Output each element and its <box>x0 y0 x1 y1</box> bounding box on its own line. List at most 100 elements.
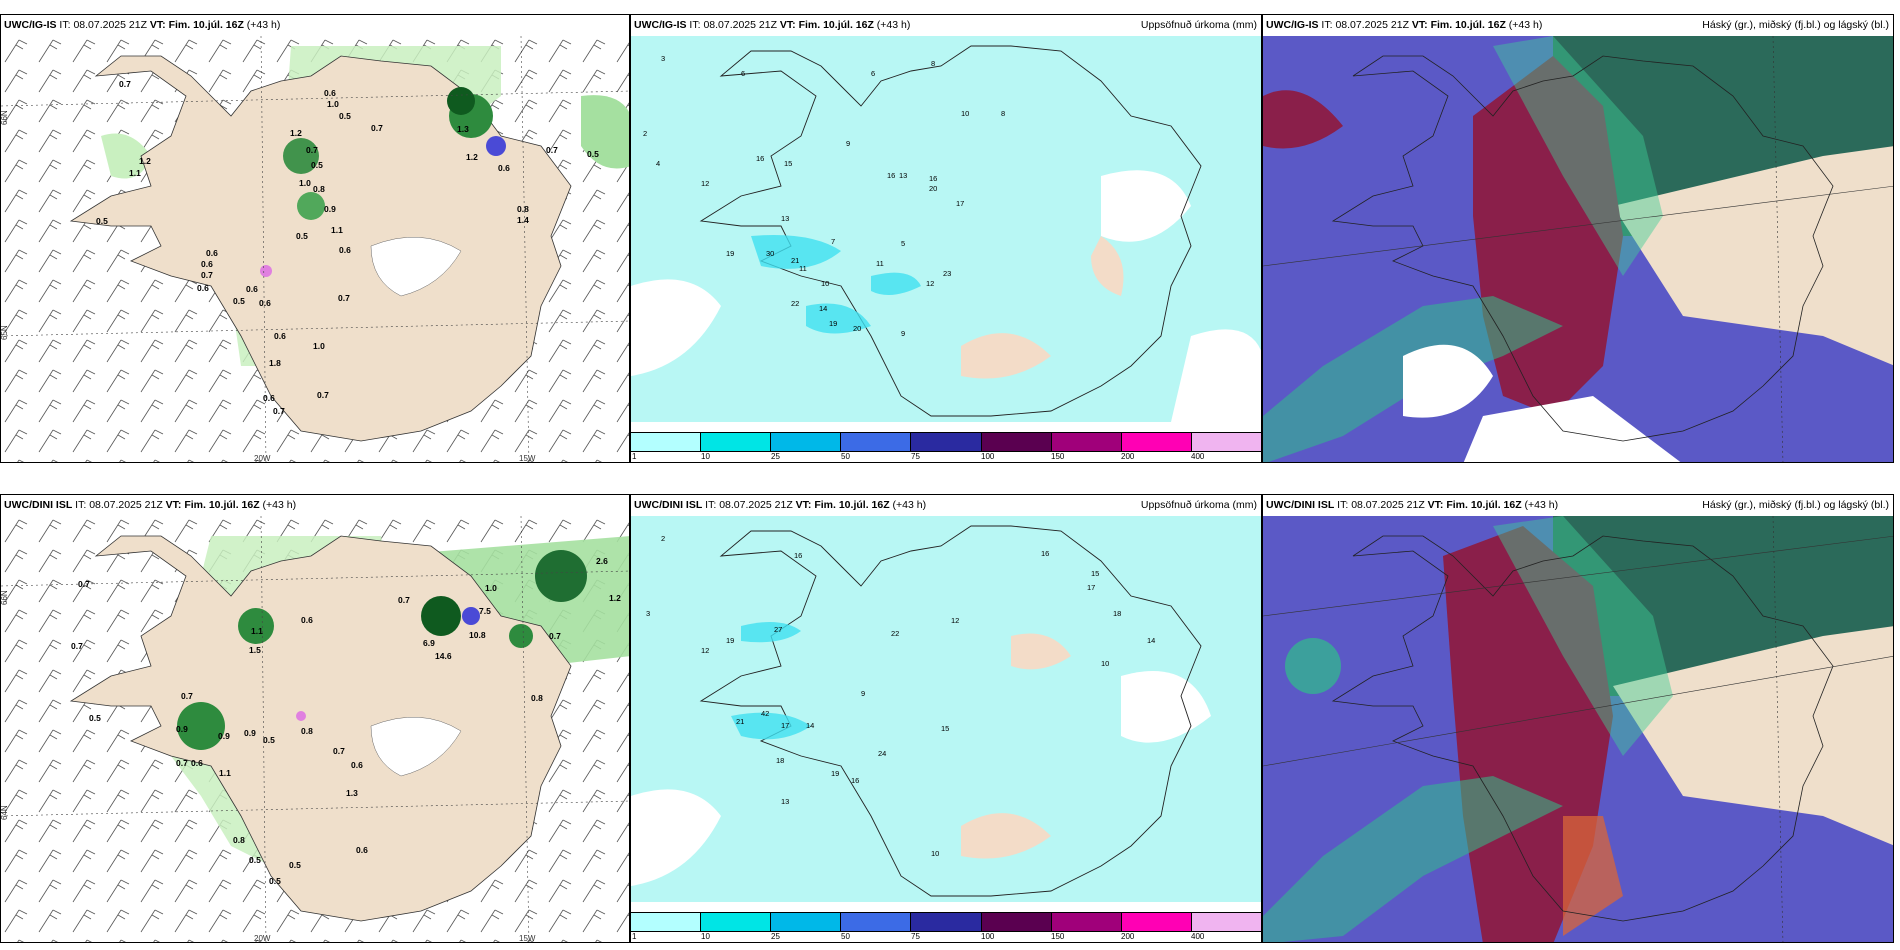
precip-label: 0.8 <box>517 204 529 214</box>
precip-label: 0.6 <box>201 259 213 269</box>
colorbar-swatch <box>1051 433 1122 451</box>
map-clouds <box>1263 516 1893 942</box>
precip-label: 0.6 <box>246 284 258 294</box>
precip-label: 1.5 <box>249 645 261 655</box>
precip-total: 19 <box>726 249 734 258</box>
precip-label: 1.2 <box>139 156 151 166</box>
precip-label: 1.4 <box>517 215 529 225</box>
precip-label: 0.7 <box>317 390 329 400</box>
precip-total: 24 <box>878 749 886 758</box>
precip-total: 8 <box>1001 109 1005 118</box>
precip-total: 11 <box>876 259 884 268</box>
precip-total: 10 <box>1101 659 1109 668</box>
colorbar-swatch <box>841 433 912 451</box>
precip-label: 1.3 <box>346 788 358 798</box>
precip-label: 0.7 <box>201 270 213 280</box>
precip-total: 4 <box>656 159 660 168</box>
panel-r1-clouds: UWC/IG-IS IT: 08.07.2025 21Z VT: Fim. 10… <box>1262 14 1894 463</box>
precip-total: 14 <box>819 304 827 313</box>
precip-total: 21 <box>736 717 744 726</box>
precip-label: 0.6 <box>351 760 363 770</box>
precip-total: 15 <box>784 159 792 168</box>
precip-label: 0.5 <box>587 149 599 159</box>
colorbar-tick: 400 <box>1191 452 1205 461</box>
precip-label: 1.1 <box>251 626 263 636</box>
precip-total: 12 <box>701 646 709 655</box>
panel-r2-clouds: UWC/DINI ISL IT: 08.07.2025 21Z VT: Fim.… <box>1262 494 1894 943</box>
precip-total: 20 <box>853 324 861 333</box>
precip-label: 2.6 <box>596 556 608 566</box>
precip-total: 17 <box>1087 583 1095 592</box>
precip-label: 1.0 <box>327 99 339 109</box>
colorbar-swatch <box>771 913 842 931</box>
precip-label: 0.7 <box>549 631 561 641</box>
colorbar-swatch <box>1051 913 1122 931</box>
precip-label: 0.5 <box>249 855 261 865</box>
colorbar-swatch <box>911 913 982 931</box>
precip-total: 10 <box>931 849 939 858</box>
precip-label: 0.5 <box>269 876 281 886</box>
precip-label: 0.7 <box>176 758 188 768</box>
panel-subtitle: Háský (gr.), miðský (fj.bl.) og lágský (… <box>1702 499 1889 511</box>
colorbar-swatch <box>701 433 772 451</box>
panel-title: UWC/IG-IS IT: 08.07.2025 21Z VT: Fim. 10… <box>1 15 629 36</box>
precip-total: 7 <box>831 237 835 246</box>
panel-subtitle: Uppsöfnuð úrkoma (mm) <box>1140 499 1257 511</box>
precip-label: 1.1 <box>219 768 231 778</box>
colorbar-swatch <box>1191 433 1261 451</box>
precip-label: 0.5 <box>311 160 323 170</box>
precip-label: 0.9 <box>324 204 336 214</box>
precip-label: 0.5 <box>296 231 308 241</box>
precip-total: 10 <box>821 279 829 288</box>
precip-label: 10.8 <box>469 630 486 640</box>
precip-label: 1.0 <box>299 178 311 188</box>
colorbar-tick: 1 <box>632 932 637 941</box>
precip-total: 8 <box>931 59 935 68</box>
precip-total: 15 <box>941 724 949 733</box>
precip-label: 0.6 <box>324 88 336 98</box>
precip-label: 0.8 <box>531 693 543 703</box>
lon-label-15w: 15W <box>519 934 536 943</box>
panel-r1-wind-precip: UWC/IG-IS IT: 08.07.2025 21Z VT: Fim. 10… <box>0 14 630 463</box>
precip-label: 0.7 <box>273 406 285 416</box>
map-wind-precip: 66N 64N 20W 15W 0.7 0.7 0.5 0.7 1.1 1.5 … <box>1 516 629 943</box>
precip-label: 0.7 <box>71 641 83 651</box>
colorbar-tick: 50 <box>841 932 850 941</box>
colorbar-swatch <box>981 433 1052 451</box>
precip-total: 13 <box>781 797 789 806</box>
precip-label: 0.9 <box>176 724 188 734</box>
lat-label-66n: 66N <box>1 110 9 125</box>
colorbar-ticks: 1 10 25 50 75 100 150 200 400 <box>631 932 1261 942</box>
precip-colorbar <box>631 912 1261 932</box>
colorbar-swatch <box>631 913 702 931</box>
precip-label: 0.6 <box>259 298 271 308</box>
precip-total: 9 <box>846 139 850 148</box>
precip-total: 3 <box>661 54 665 63</box>
precip-label: 0.6 <box>339 245 351 255</box>
colorbar-tick: 400 <box>1191 932 1205 941</box>
precip-label: 0.9 <box>218 731 230 741</box>
precip-label: 0.7 <box>119 79 131 89</box>
colorbar-tick: 150 <box>1051 932 1065 941</box>
precip-total: 19 <box>726 636 734 645</box>
lat-label-65n: 65N <box>1 325 9 340</box>
precip-label: 0.5 <box>89 713 101 723</box>
precip-label: 0.8 <box>233 835 245 845</box>
precip-total: 12 <box>926 279 934 288</box>
precip-label: 0.6 <box>263 393 275 403</box>
precip-total: 5 <box>901 239 905 248</box>
precip-total: 27 <box>774 625 782 634</box>
iceland-land <box>69 55 572 442</box>
precip-label: 0.5 <box>233 296 245 306</box>
precip-label: 0.6 <box>301 615 313 625</box>
precip-total: 19 <box>829 319 837 328</box>
colorbar-swatch <box>631 433 702 451</box>
precip-label: 0.7 <box>546 145 558 155</box>
precip-total: 9 <box>861 689 865 698</box>
panel-title: UWC/DINI ISL IT: 08.07.2025 21Z VT: Fim.… <box>1263 495 1893 516</box>
colorbar-swatch <box>701 913 772 931</box>
precip-label: 0.7 <box>398 595 410 605</box>
precip-total: 9 <box>901 329 905 338</box>
colorbar-swatch <box>1121 433 1192 451</box>
colorbar-swatch <box>1121 913 1192 931</box>
